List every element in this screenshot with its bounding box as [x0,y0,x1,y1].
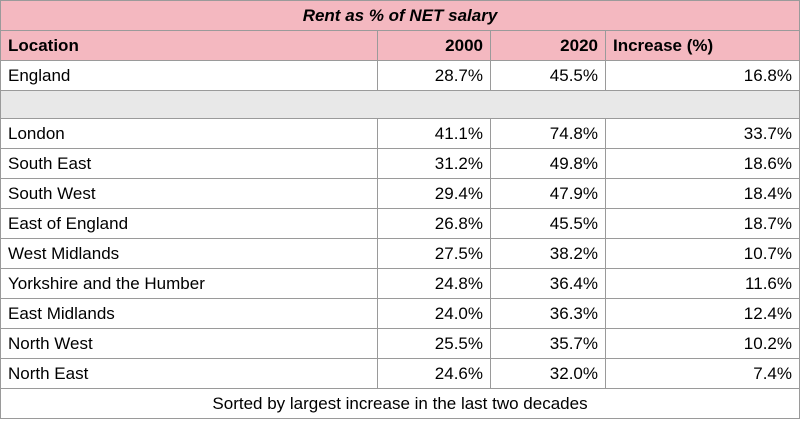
row-2000: 27.5% [377,238,491,269]
row-location: South East [0,148,378,179]
row-2000: 24.8% [377,268,491,299]
row-location: East Midlands [0,298,378,329]
row-location: East of England [0,208,378,239]
spacer-row [0,90,800,119]
table-row: North West 25.5% 35.7% 10.2% [0,328,800,359]
row-location: Yorkshire and the Humber [0,268,378,299]
row-2000: 41.1% [377,118,491,149]
row-2020: 35.7% [490,328,606,359]
table-row: Yorkshire and the Humber 24.8% 36.4% 11.6% [0,268,800,299]
header-row: Location 2000 2020 Increase (%) [0,30,800,61]
header-2000: 2000 [377,30,491,61]
row-increase: 11.6% [605,268,800,299]
table-row: East of England 26.8% 45.5% 18.7% [0,208,800,239]
row-2000: 24.6% [377,358,491,389]
summary-row: England 28.7% 45.5% 16.8% [0,60,800,91]
row-increase: 18.6% [605,148,800,179]
table-title: Rent as % of NET salary [0,0,800,31]
row-2020: 36.4% [490,268,606,299]
row-location: London [0,118,378,149]
row-location: South West [0,178,378,209]
row-2020: 74.8% [490,118,606,149]
table-row: London 41.1% 74.8% 33.7% [0,118,800,149]
table-row: South East 31.2% 49.8% 18.6% [0,148,800,179]
row-increase: 18.7% [605,208,800,239]
row-increase: 12.4% [605,298,800,329]
row-location: North East [0,358,378,389]
row-increase: 7.4% [605,358,800,389]
summary-2020: 45.5% [490,60,606,91]
header-location: Location [0,30,378,61]
title-row: Rent as % of NET salary [0,0,800,31]
row-2020: 47.9% [490,178,606,209]
table-row: North East 24.6% 32.0% 7.4% [0,358,800,389]
row-2020: 45.5% [490,208,606,239]
row-2000: 24.0% [377,298,491,329]
row-2000: 25.5% [377,328,491,359]
summary-increase: 16.8% [605,60,800,91]
row-2020: 49.8% [490,148,606,179]
header-increase: Increase (%) [605,30,800,61]
row-2000: 31.2% [377,148,491,179]
row-increase: 33.7% [605,118,800,149]
summary-location: England [0,60,378,91]
table-row: West Midlands 27.5% 38.2% 10.7% [0,238,800,269]
row-2000: 29.4% [377,178,491,209]
table-row: South West 29.4% 47.9% 18.4% [0,178,800,209]
header-2020: 2020 [490,30,606,61]
row-location: West Midlands [0,238,378,269]
row-location: North West [0,328,378,359]
summary-2000: 28.7% [377,60,491,91]
row-increase: 18.4% [605,178,800,209]
row-increase: 10.7% [605,238,800,269]
row-2020: 38.2% [490,238,606,269]
row-2020: 36.3% [490,298,606,329]
row-increase: 10.2% [605,328,800,359]
row-2020: 32.0% [490,358,606,389]
spacer-cell [0,90,800,119]
table-row: East Midlands 24.0% 36.3% 12.4% [0,298,800,329]
footer-row: Sorted by largest increase in the last t… [0,388,800,419]
footer-note: Sorted by largest increase in the last t… [0,388,800,419]
row-2000: 26.8% [377,208,491,239]
